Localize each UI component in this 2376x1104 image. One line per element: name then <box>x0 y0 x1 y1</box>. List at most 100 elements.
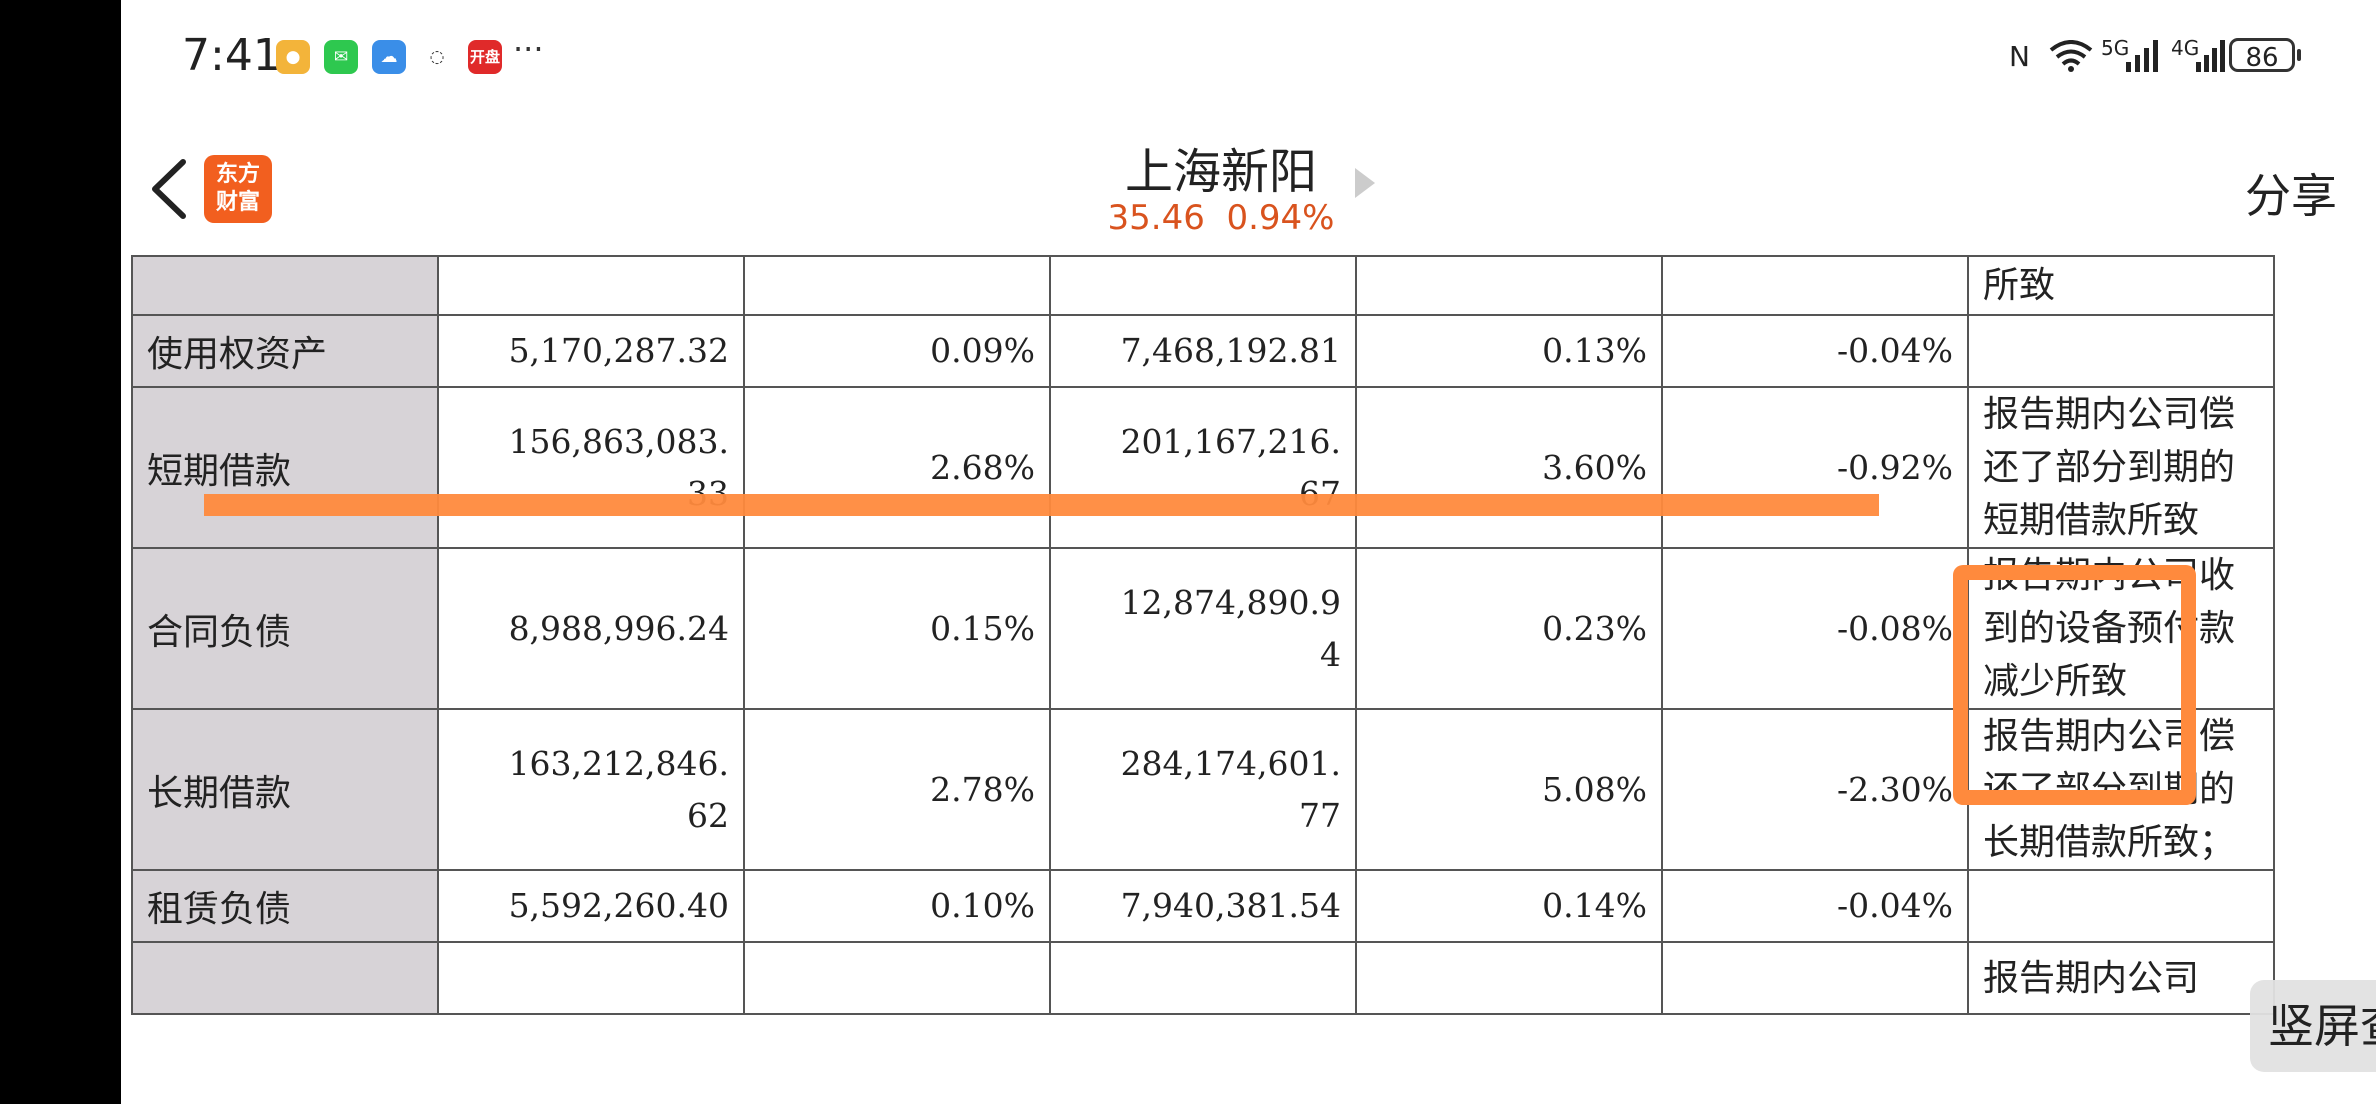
cell-name: 合同负债 <box>131 547 439 710</box>
cell-c1: 163,212,846. 62 <box>437 708 745 871</box>
cell-c2: 0.15% <box>743 547 1051 710</box>
cell-c3: 7,940,381.54 <box>1049 869 1357 943</box>
wifi-icon <box>2049 40 2093 79</box>
cell-c3 <box>1049 255 1357 316</box>
cell-c4: 3.60% <box>1355 386 1663 549</box>
row-value: 12,874,890.9 4 <box>1120 582 1341 674</box>
row-value: -0.04% <box>1837 331 1953 370</box>
signal-5g-icon <box>2126 40 2162 79</box>
network-5g-label: 5G <box>2101 36 2130 60</box>
row-value: 201,167,216. 67 <box>1120 421 1341 513</box>
cell-note: 报告期内公司偿还了部分到期的短期借款所致 <box>1967 386 2275 549</box>
cell-note: 报告期内公司 <box>1967 941 2275 1015</box>
lenovo-icon: ◌ <box>420 40 454 74</box>
eastmoney-logo[interactable]: 东方 财富 <box>204 155 272 223</box>
cell-note: 报告期内公司偿还了部分到期的长期借款所致； <box>1967 708 2275 871</box>
financial-table-view[interactable]: 所致使用权资产 5,170,287.32 0.09% 7,468,192.81 0.13… <box>121 255 2376 1104</box>
table-row: 使用权资产 5,170,287.32 0.09% 7,468,192.81 0.13% -… <box>131 314 2275 388</box>
logo-text-bottom: 财富 <box>215 190 260 215</box>
row-label: 合同负债 <box>147 611 292 653</box>
row-value: 0.10% <box>930 886 1035 925</box>
row-value: 5.08% <box>1542 769 1647 809</box>
status-bar: 7:41 ● ✉ ☁ ◌ 开盘 ··· N 5G 4G 86 <box>121 0 2376 120</box>
row-label: 长期借款 <box>147 772 292 814</box>
row-value: 0.13% <box>1542 331 1647 370</box>
row-value: -2.30% <box>1837 769 1953 809</box>
cell-name <box>131 941 439 1015</box>
cell-c3: 284,174,601. 77 <box>1049 708 1357 871</box>
table-row: 长期借款 163,212,846. 62 2.78% 284,174,601. 77 5… <box>131 708 2275 871</box>
row-value: -0.08% <box>1837 608 1953 648</box>
cell-note <box>1967 314 2275 388</box>
stock-header: 东方 财富 上海新阳 35.46 0.94% 分享 <box>121 120 2376 255</box>
table-row: 短期借款 156,863,083. 33 2.68% 201,167,216. 67 3… <box>131 386 2275 549</box>
highlight-underline <box>204 494 1879 516</box>
cell-c3: 12,874,890.9 4 <box>1049 547 1357 710</box>
cell-name: 租赁负债 <box>131 869 439 943</box>
stock-change: 0.94% <box>1226 198 1335 238</box>
wechat-icon: ✉ <box>324 40 358 74</box>
signal-4g-icon <box>2196 40 2226 79</box>
balance-sheet-table: 所致使用权资产 5,170,287.32 0.09% 7,468,192.81 0.13… <box>131 255 2275 1015</box>
cloud-icon: ☁ <box>372 40 406 74</box>
cell-c1: 5,170,287.32 <box>437 314 745 388</box>
cell-c5: -0.08% <box>1661 547 1969 710</box>
cell-c5: -0.92% <box>1661 386 1969 549</box>
cell-c5 <box>1661 941 1969 1015</box>
cell-note <box>1967 869 2275 943</box>
cell-c2 <box>743 255 1051 316</box>
cell-name <box>131 255 439 316</box>
cell-c1: 156,863,083. 33 <box>437 386 745 549</box>
cell-c3: 201,167,216. 67 <box>1049 386 1357 549</box>
cell-c3 <box>1049 941 1357 1015</box>
cell-c2 <box>743 941 1051 1015</box>
cell-c2: 2.68% <box>743 386 1051 549</box>
network-4g-label: 4G <box>2171 36 2200 60</box>
cell-c3: 7,468,192.81 <box>1049 314 1357 388</box>
cell-c5: -2.30% <box>1661 708 1969 871</box>
row-value: 7,940,381.54 <box>1120 886 1341 925</box>
cell-name: 长期借款 <box>131 708 439 871</box>
row-label: 使用权资产 <box>147 334 328 375</box>
back-icon[interactable] <box>141 154 201 224</box>
cell-name: 短期借款 <box>131 386 439 549</box>
row-note: 报告期内公司偿还了部分到期的短期借款所致 <box>1983 394 2236 541</box>
row-value: 163,212,846. 62 <box>508 743 729 835</box>
table-row: 报告期内公司 <box>131 941 2275 1015</box>
row-value: -0.92% <box>1837 447 1953 487</box>
cell-note: 所致 <box>1967 255 2275 316</box>
cell-c4: 5.08% <box>1355 708 1663 871</box>
more-notifications-icon: ··· <box>513 30 544 68</box>
battery-icon: 86 <box>2229 38 2295 73</box>
app-screen: 7:41 ● ✉ ☁ ◌ 开盘 ··· N 5G 4G 86 东方 财富 上海新… <box>121 0 2376 1104</box>
nfc-icon: N <box>2009 40 2030 73</box>
cell-c4 <box>1355 255 1663 316</box>
portrait-view-button[interactable]: 竖屏查看 <box>2250 980 2376 1072</box>
row-value: 8,988,996.24 <box>508 608 729 648</box>
cell-c4: 0.14% <box>1355 869 1663 943</box>
row-value: 5,170,287.32 <box>508 331 729 370</box>
status-time: 7:41 <box>182 30 281 81</box>
cell-c1: 5,592,260.40 <box>437 869 745 943</box>
row-value: -0.04% <box>1837 886 1953 925</box>
row-value: 0.09% <box>930 331 1035 370</box>
highlight-box <box>1953 565 2196 805</box>
cell-c4: 0.23% <box>1355 547 1663 710</box>
stock-quote: 35.46 0.94% <box>1101 198 1341 238</box>
cell-c1 <box>437 255 745 316</box>
next-stock-icon[interactable] <box>1355 168 1375 198</box>
row-value: 0.23% <box>1542 608 1647 648</box>
cell-c2: 0.09% <box>743 314 1051 388</box>
battery-cap <box>2297 49 2301 61</box>
cell-c2: 0.10% <box>743 869 1051 943</box>
cell-c1: 8,988,996.24 <box>437 547 745 710</box>
row-value: 2.78% <box>930 769 1035 809</box>
share-button[interactable]: 分享 <box>2245 169 2337 223</box>
row-label: 租赁负债 <box>147 889 292 930</box>
cell-c5: -0.04% <box>1661 314 1969 388</box>
cell-c4 <box>1355 941 1663 1015</box>
kaipan-icon: 开盘 <box>468 40 502 74</box>
cell-c5: -0.04% <box>1661 869 1969 943</box>
row-value: 7,468,192.81 <box>1120 331 1341 370</box>
row-value: 284,174,601. 77 <box>1120 743 1341 835</box>
